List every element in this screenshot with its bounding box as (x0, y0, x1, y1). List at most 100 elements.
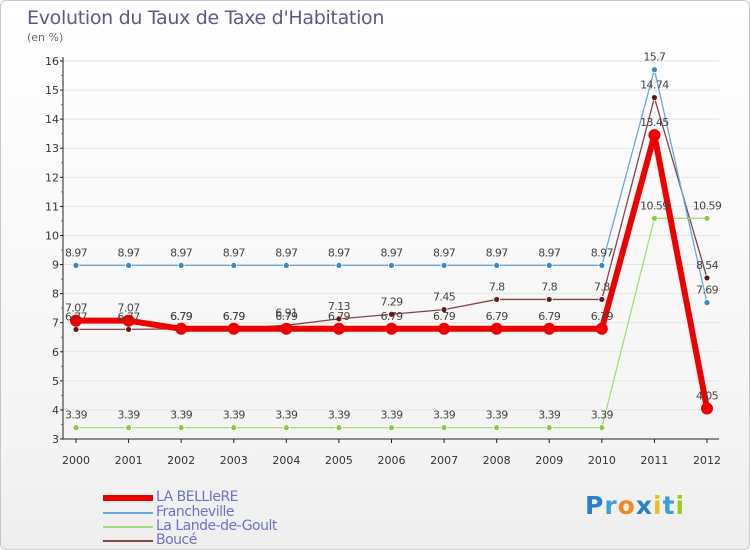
series-point-0 (175, 322, 188, 335)
proxiti-logo: Proxiti (585, 491, 685, 520)
y-tick-label: 11 (45, 200, 59, 213)
data-label-3: 6.77 (65, 310, 88, 323)
legend-label: Boucé (156, 532, 197, 548)
series-point-2 (493, 424, 501, 432)
data-label-1: 8.97 (170, 246, 193, 259)
x-tick-label: 2011 (640, 454, 668, 467)
x-tick-label: 2008 (483, 454, 511, 467)
y-tick-label: 6 (52, 346, 59, 359)
legend-swatch (103, 526, 153, 528)
series-point-1 (125, 262, 132, 269)
series-point-1 (440, 262, 448, 269)
data-label-3: 7.8 (594, 280, 610, 293)
x-tick-label: 2000 (62, 454, 90, 467)
data-label-0: 6.79 (538, 310, 561, 323)
x-tick-label: 2007 (430, 454, 458, 467)
chart-subtitle: (en %) (27, 31, 64, 44)
data-label-2: 3.39 (118, 409, 141, 422)
series-point-0 (648, 129, 661, 142)
data-label-0: 6.79 (486, 310, 509, 323)
y-tick-label: 13 (45, 142, 59, 155)
y-tick-label: 15 (45, 84, 59, 97)
x-tick-label: 2010 (588, 454, 616, 467)
data-label-1: 8.97 (223, 246, 246, 259)
data-label-1: 7.69 (696, 284, 719, 297)
series-point-3 (651, 94, 658, 102)
data-label-1: 8.97 (591, 246, 614, 259)
series-point-0 (385, 322, 398, 335)
series-point-3 (72, 325, 80, 333)
data-label-0: 6.79 (170, 310, 193, 323)
series-point-3 (703, 274, 711, 282)
y-tick-label: 14 (45, 113, 59, 126)
series-point-1 (282, 262, 290, 269)
data-label-1: 8.97 (486, 246, 509, 259)
y-tick-label: 12 (45, 171, 59, 184)
series-point-2 (282, 424, 290, 432)
data-label-1: 8.97 (118, 246, 141, 259)
series-point-2 (177, 424, 185, 432)
series-point-1 (493, 262, 501, 269)
series-point-1 (598, 262, 606, 269)
series-point-2 (651, 214, 658, 222)
y-tick-label: 10 (45, 229, 59, 242)
series-point-2 (598, 424, 606, 432)
series-point-2 (230, 424, 238, 432)
x-tick-label: 2006 (378, 454, 406, 467)
series-point-3 (493, 296, 501, 303)
data-label-1: 8.97 (65, 246, 88, 259)
series-point-1 (703, 299, 711, 307)
data-label-0: 13.45 (640, 116, 669, 129)
series-point-1 (335, 262, 343, 269)
data-label-0: 6.79 (328, 310, 351, 323)
y-tick-label: 7 (52, 317, 59, 330)
x-tick-label: 2005 (325, 454, 353, 467)
series-point-1 (545, 262, 553, 269)
data-label-1: 8.97 (328, 246, 351, 259)
series-point-0 (543, 322, 556, 335)
series-point-1 (230, 262, 238, 269)
data-label-0: 6.79 (380, 310, 403, 323)
data-label-0: 4.05 (696, 389, 719, 402)
data-label-2: 3.39 (380, 409, 403, 422)
data-label-1: 8.97 (538, 246, 561, 259)
data-label-0: 7.07 (118, 302, 141, 315)
logo-letter: o (617, 491, 636, 520)
series-point-1 (388, 262, 395, 269)
series-point-2 (440, 424, 448, 432)
data-label-3: 6.91 (275, 306, 297, 319)
series-point-3 (125, 325, 132, 333)
y-tick-label: 16 (45, 55, 59, 68)
series-point-2 (388, 424, 395, 432)
series-point-2 (545, 424, 553, 432)
data-label-3: 6.77 (118, 310, 141, 323)
x-tick-label: 2012 (693, 454, 721, 467)
data-label-3: 7.8 (489, 280, 505, 293)
data-label-2: 3.39 (433, 409, 456, 422)
data-label-2: 3.39 (65, 409, 88, 422)
data-label-1: 8.97 (275, 246, 298, 259)
logo-letter: r (604, 491, 618, 520)
logo-letter: P (585, 491, 605, 520)
x-tick-label: 2003 (220, 454, 248, 467)
logo-letter: x (635, 491, 653, 520)
series-point-0 (438, 322, 451, 335)
data-label-2: 3.39 (223, 409, 246, 422)
chart-title: Evolution du Taux de Taxe d'Habitation (27, 7, 385, 29)
legend-swatch (103, 512, 153, 514)
data-label-2: 3.39 (328, 409, 351, 422)
series-point-2 (703, 214, 711, 222)
data-label-2: 3.39 (591, 409, 614, 422)
data-label-1: 15.7 (643, 51, 666, 64)
data-label-2: 3.39 (275, 409, 298, 422)
y-tick-label: 5 (52, 375, 59, 388)
series-point-3 (598, 296, 606, 303)
legend-label: LA BELLIeRE (156, 489, 239, 505)
y-tick-label: 9 (52, 259, 59, 272)
data-label-2: 3.39 (486, 409, 509, 422)
data-label-0: 6.79 (275, 310, 298, 323)
logo-letter: i (675, 491, 686, 520)
data-label-3: 8.54 (696, 259, 719, 272)
legend-swatch (103, 495, 153, 501)
y-tick-label: 4 (52, 404, 59, 417)
